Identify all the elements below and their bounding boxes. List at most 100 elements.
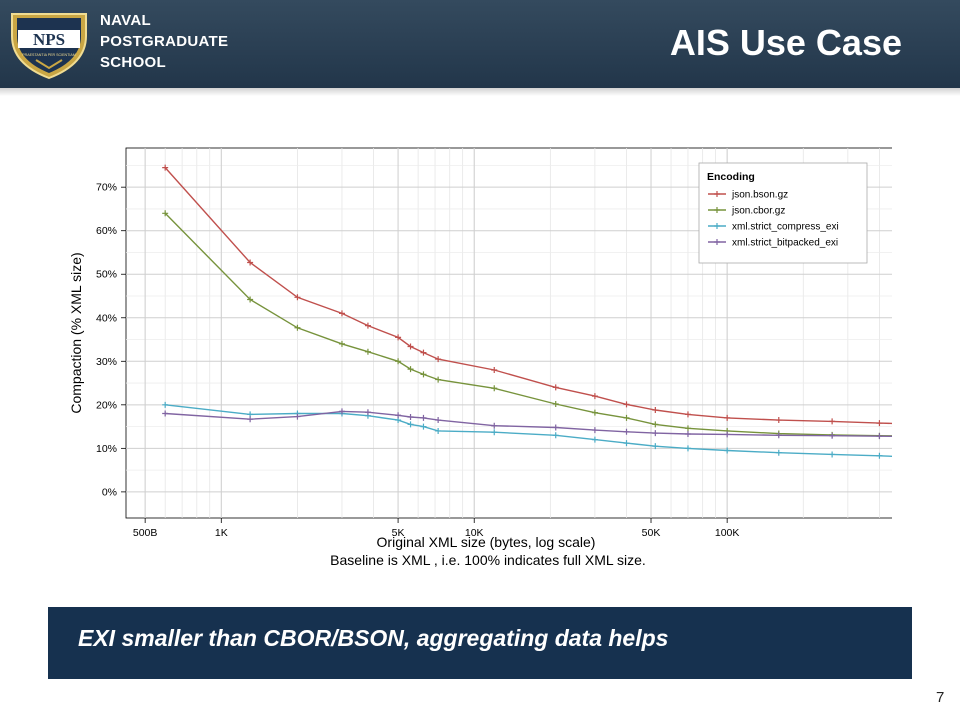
data-point [829,418,836,425]
data-point [552,424,559,431]
data-point [652,407,659,414]
y-tick-label: 20% [96,399,117,411]
legend-marker [714,191,720,197]
x-tick-label: 5K [392,527,405,539]
x-tick-label: 50K [642,527,661,539]
data-point [684,430,691,437]
data-point [491,422,498,429]
y-tick-label: 30% [96,356,117,368]
y-axis-ticks: 0% 10% 20% 30% 40% 50% 60% 70% [96,182,126,498]
legend-marker [714,207,720,213]
legend-entry-xml-strict-bitpacked-exi: xml.strict_bitpacked_exi [708,238,838,249]
data-point [395,412,402,419]
data-point [435,417,442,424]
chart-legend: Encoding json.bson.gz json.cbor.gz xml.str… [698,162,868,264]
data-point [876,433,883,440]
data-point [420,349,427,356]
data-point [247,416,254,423]
data-point [364,322,371,329]
x-axis-ticks: 500B1K5K10K50K100K500K [133,518,892,539]
data-point [552,384,559,391]
data-point [829,451,836,458]
data-point [623,440,630,447]
legend-label: json.cbor.gz [731,206,785,217]
data-point [435,376,442,383]
data-point [652,421,659,428]
data-point [775,432,782,439]
takeaway-banner: EXI smaller than CBOR/BSON, aggregating … [48,607,912,679]
slide-header: NPS PRAESTANTIA PER SCIENTIAM NAVAL POST… [0,0,960,88]
legend-label: json.bson.gz [731,190,788,201]
data-point [591,436,598,443]
page-number: 7 [936,689,945,706]
data-point [407,366,414,373]
series-xml-strict-bitpacked-exi [162,408,892,440]
data-point [364,409,371,416]
data-point [623,414,630,421]
x-tick-label: 1K [215,527,228,539]
series-json-bson-gz [162,164,892,427]
data-point [684,425,691,432]
y-tick-label: 50% [96,269,117,281]
data-point [162,401,169,408]
data-point [407,343,414,350]
data-point [162,210,169,217]
legend-entry-xml-strict-compress-exi: xml.strict_compress_exi [708,222,839,233]
data-point [435,427,442,434]
x-tick-label: 500B [133,527,158,539]
data-point [775,449,782,456]
data-point [652,443,659,450]
data-point [364,348,371,355]
data-point [552,432,559,439]
data-point [775,417,782,424]
y-tick-label: 70% [96,182,117,194]
data-point [294,324,301,331]
data-point [338,340,345,347]
data-point [162,410,169,417]
compaction-line-chart: 0% 10% 20% 30% 40% 50% 60% 70% 500B 1K 5K 10K 50K 10… [68,147,892,568]
data-point [294,413,301,420]
x-tick-label: 10K [465,527,484,539]
data-point [724,414,731,421]
x-axis-label: Original XML size (bytes, log scale) [377,534,596,550]
header-shadow [0,88,960,96]
logo-letters: NPS [33,30,65,49]
data-point [294,294,301,301]
school-name-line-2: POSTGRADUATE [100,33,229,50]
data-point [338,408,345,415]
data-point [623,401,630,408]
nps-shield-logo-icon: NPS PRAESTANTIA PER SCIENTIAM [11,13,87,80]
chart-subtitle: Baseline is XML , i.e. 100% indicates fu… [330,552,646,568]
data-point [420,414,427,421]
y-tick-label: 40% [96,312,117,324]
data-point [491,385,498,392]
data-point [395,358,402,365]
data-point [876,420,883,427]
legend-title: Encoding [707,171,755,183]
legend-box [698,162,868,264]
data-point [591,409,598,416]
data-point [591,427,598,434]
data-point [552,400,559,407]
banner-text: EXI smaller than CBOR/BSON, aggregating … [78,625,669,651]
data-point [591,393,598,400]
x-tick-label: 100K [715,527,740,539]
data-point [407,414,414,421]
data-point [829,432,836,439]
logo-motto: PRAESTANTIA PER SCIENTIAM [22,53,75,57]
data-point [162,164,169,171]
data-point [407,421,414,428]
y-tick-label: 10% [96,443,117,455]
data-point [491,367,498,373]
school-name-line-3: SCHOOL [100,54,166,71]
data-point [652,430,659,437]
school-name: NAVAL POSTGRADUATE SCHOOL [100,10,228,73]
data-point [724,431,731,438]
data-point [435,356,442,363]
y-axis-label: Compaction (% XML size) [68,252,84,413]
data-point [395,334,402,341]
data-point [684,445,691,452]
data-point [247,296,254,303]
data-point [247,259,254,266]
series-layer [162,164,892,459]
